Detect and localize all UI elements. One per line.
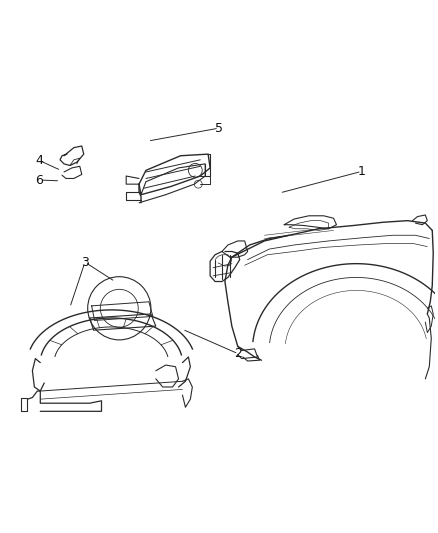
Text: 3: 3 [81,256,89,269]
Text: 5: 5 [215,122,223,135]
Text: 2: 2 [234,348,242,360]
Text: 1: 1 [358,165,366,178]
Text: 4: 4 [35,154,43,167]
Text: 6: 6 [35,174,43,187]
